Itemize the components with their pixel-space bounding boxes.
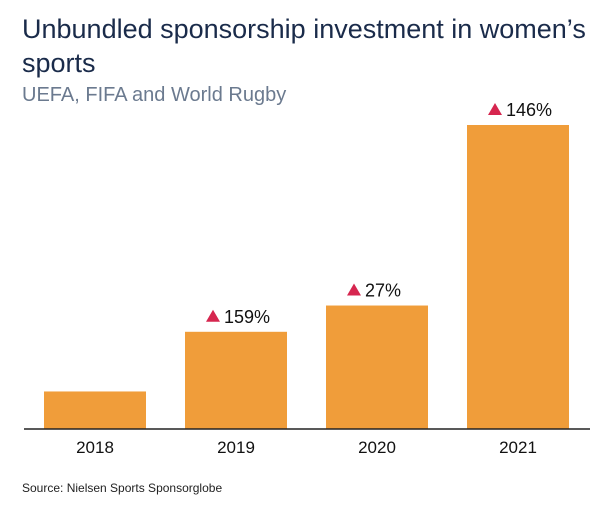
source-note: Source: Nielsen Sports Sponsorglobe	[22, 481, 223, 495]
bar-2019	[185, 331, 287, 429]
bar-chart: 2018 2019 159% 2020 27% 2021 146%	[24, 100, 590, 457]
increase-triangle-icon	[488, 103, 502, 115]
x-tick-label-2021: 2021	[499, 438, 537, 457]
bar-2018	[44, 391, 146, 429]
data-label-2021: 146%	[506, 100, 552, 120]
chart-title: Unbundled sponsorship investment in wome…	[22, 14, 586, 78]
growth-label-2021: 146%	[488, 100, 552, 120]
x-tick-label-2020: 2020	[358, 438, 396, 457]
bar-2021	[467, 125, 569, 429]
growth-label-2019: 159%	[206, 307, 270, 327]
growth-label-2020: 27%	[347, 281, 401, 301]
increase-triangle-icon	[206, 309, 220, 322]
x-tick-label-2018: 2018	[76, 438, 114, 457]
data-label-2020: 27%	[365, 281, 401, 301]
bar-2020	[326, 305, 428, 429]
increase-triangle-icon	[347, 283, 361, 296]
data-label-2019: 159%	[224, 307, 270, 327]
chart-subtitle: UEFA, FIFA and World Rugby	[22, 84, 287, 106]
x-tick-label-2019: 2019	[217, 438, 255, 457]
